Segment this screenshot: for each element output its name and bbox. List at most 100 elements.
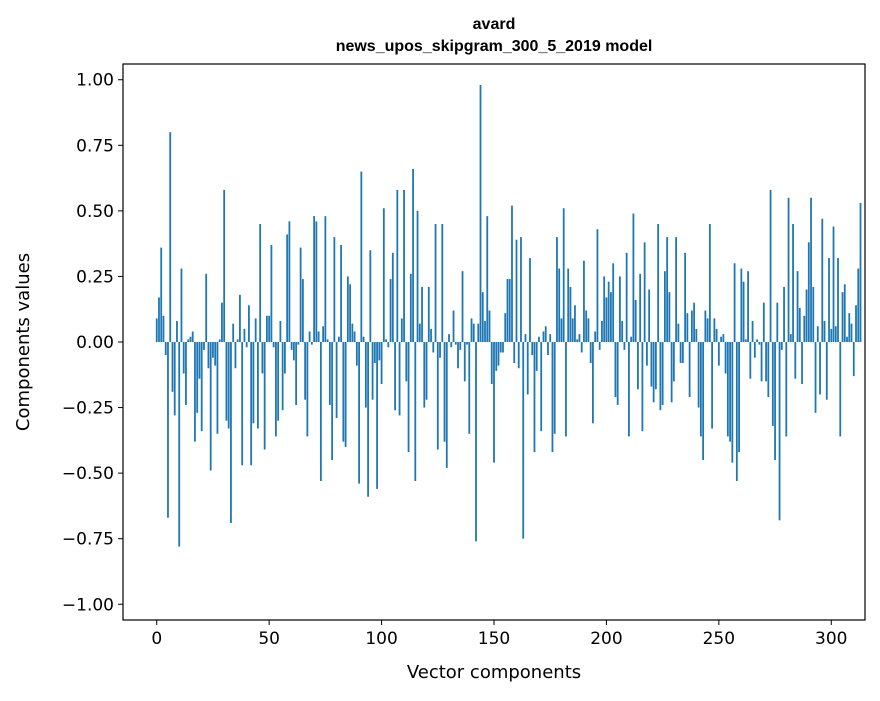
bar xyxy=(484,321,486,342)
bar xyxy=(693,302,696,342)
bar xyxy=(738,342,740,453)
bar xyxy=(594,331,597,342)
bar xyxy=(225,342,228,421)
bar xyxy=(223,189,226,342)
bar xyxy=(344,342,347,447)
x-tick-label: 50 xyxy=(258,629,280,649)
bar xyxy=(508,279,511,342)
bar xyxy=(468,342,471,434)
bar xyxy=(486,216,489,342)
x-axis: 0 50 100 150 200 250 300 xyxy=(151,620,847,649)
bar xyxy=(441,223,444,342)
bar xyxy=(178,342,181,547)
bar xyxy=(771,342,774,426)
bar xyxy=(299,247,302,342)
bar xyxy=(704,310,707,342)
bar xyxy=(394,342,396,411)
bar xyxy=(416,210,419,342)
bar xyxy=(378,342,381,361)
bar xyxy=(524,334,527,342)
bar xyxy=(382,208,385,342)
bar xyxy=(342,342,345,442)
bar xyxy=(708,223,711,342)
bar xyxy=(248,305,250,342)
bar xyxy=(277,342,280,421)
bar xyxy=(335,342,338,419)
bar xyxy=(688,342,691,398)
bar xyxy=(805,289,808,342)
bar xyxy=(268,315,271,342)
y-tick-label: 0.25 xyxy=(76,267,114,287)
bar xyxy=(355,342,358,366)
bar xyxy=(720,336,722,342)
bar xyxy=(641,342,644,432)
bar xyxy=(661,342,664,405)
bar xyxy=(711,342,713,429)
bar xyxy=(623,342,626,350)
bar xyxy=(794,342,797,379)
bar xyxy=(412,168,414,342)
bar xyxy=(852,342,855,377)
bar xyxy=(675,237,678,342)
bar xyxy=(697,342,700,408)
bar xyxy=(185,342,187,405)
bar xyxy=(663,271,666,342)
bar xyxy=(315,221,318,342)
bar xyxy=(477,323,480,342)
bar xyxy=(778,342,781,521)
bar xyxy=(317,331,320,342)
bar xyxy=(373,342,376,363)
bar xyxy=(337,336,340,342)
bar xyxy=(825,342,828,400)
bar xyxy=(774,342,776,461)
bar xyxy=(385,339,387,342)
bar xyxy=(340,244,342,342)
bar xyxy=(535,342,538,371)
bar xyxy=(679,342,682,363)
bar xyxy=(551,342,554,453)
bar xyxy=(695,328,698,342)
bar xyxy=(421,286,423,342)
bar xyxy=(731,342,734,463)
bar xyxy=(155,318,158,342)
bar xyxy=(549,334,552,342)
bar xyxy=(209,342,212,471)
bar xyxy=(346,276,349,342)
bar xyxy=(850,323,853,342)
bar xyxy=(506,279,509,342)
bar xyxy=(279,321,282,342)
chart-subtitle: news_upos_skipgram_300_5_2019 model xyxy=(336,38,653,55)
bar xyxy=(308,331,311,342)
bar xyxy=(558,268,561,342)
bar-series xyxy=(155,84,862,547)
bar xyxy=(254,318,257,342)
bar xyxy=(807,242,810,342)
bar xyxy=(560,318,563,342)
y-tick-label: −0.75 xyxy=(62,530,114,550)
bar xyxy=(241,342,244,466)
y-tick-label: 1.00 xyxy=(76,71,114,91)
bar xyxy=(839,342,842,437)
bar xyxy=(783,286,785,342)
bar xyxy=(583,260,585,342)
bar xyxy=(643,242,646,342)
bar xyxy=(423,342,426,408)
bar xyxy=(313,216,316,342)
bar xyxy=(526,342,529,395)
bar xyxy=(747,271,749,342)
bar xyxy=(749,342,752,379)
bar xyxy=(490,342,493,384)
bar xyxy=(841,292,844,342)
bar xyxy=(553,342,556,434)
bar xyxy=(403,189,405,342)
bar xyxy=(333,237,336,342)
bar xyxy=(654,342,657,390)
bar xyxy=(371,342,374,400)
bar xyxy=(607,281,610,342)
bar xyxy=(454,342,457,345)
bar xyxy=(787,197,790,342)
bar xyxy=(513,342,516,363)
bar xyxy=(596,229,599,342)
